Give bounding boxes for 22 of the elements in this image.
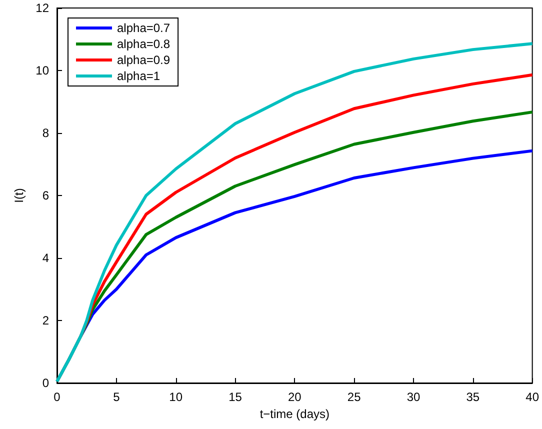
x-axis-title: t−time (days)	[260, 406, 330, 421]
y-tick-label: 12	[36, 1, 50, 15]
x-tick-label: 5	[113, 390, 120, 404]
x-tick-label: 25	[347, 390, 362, 404]
y-tick-label: 4	[42, 251, 50, 265]
legend-label: alpha=0.7	[117, 21, 170, 35]
y-tick-label: 10	[36, 64, 50, 78]
x-tick-label: 15	[228, 390, 242, 404]
x-tick-label: 10	[169, 390, 183, 404]
legend-label: alpha=0.9	[117, 53, 170, 67]
legend-label: alpha=0.8	[117, 37, 170, 51]
y-tick-label: 8	[42, 126, 50, 140]
x-tick-label: 0	[54, 390, 61, 404]
y-tick-label: 6	[42, 188, 50, 202]
x-tick-label: 30	[406, 390, 420, 404]
x-tick-label: 35	[466, 390, 480, 404]
x-tick-label: 40	[526, 390, 540, 404]
y-axis-title: I(t)	[12, 188, 26, 203]
y-tick-label: 0	[42, 376, 50, 390]
y-tick-label: 2	[42, 314, 50, 328]
legend-label: alpha=1	[117, 69, 160, 83]
x-tick-label: 20	[288, 390, 302, 404]
